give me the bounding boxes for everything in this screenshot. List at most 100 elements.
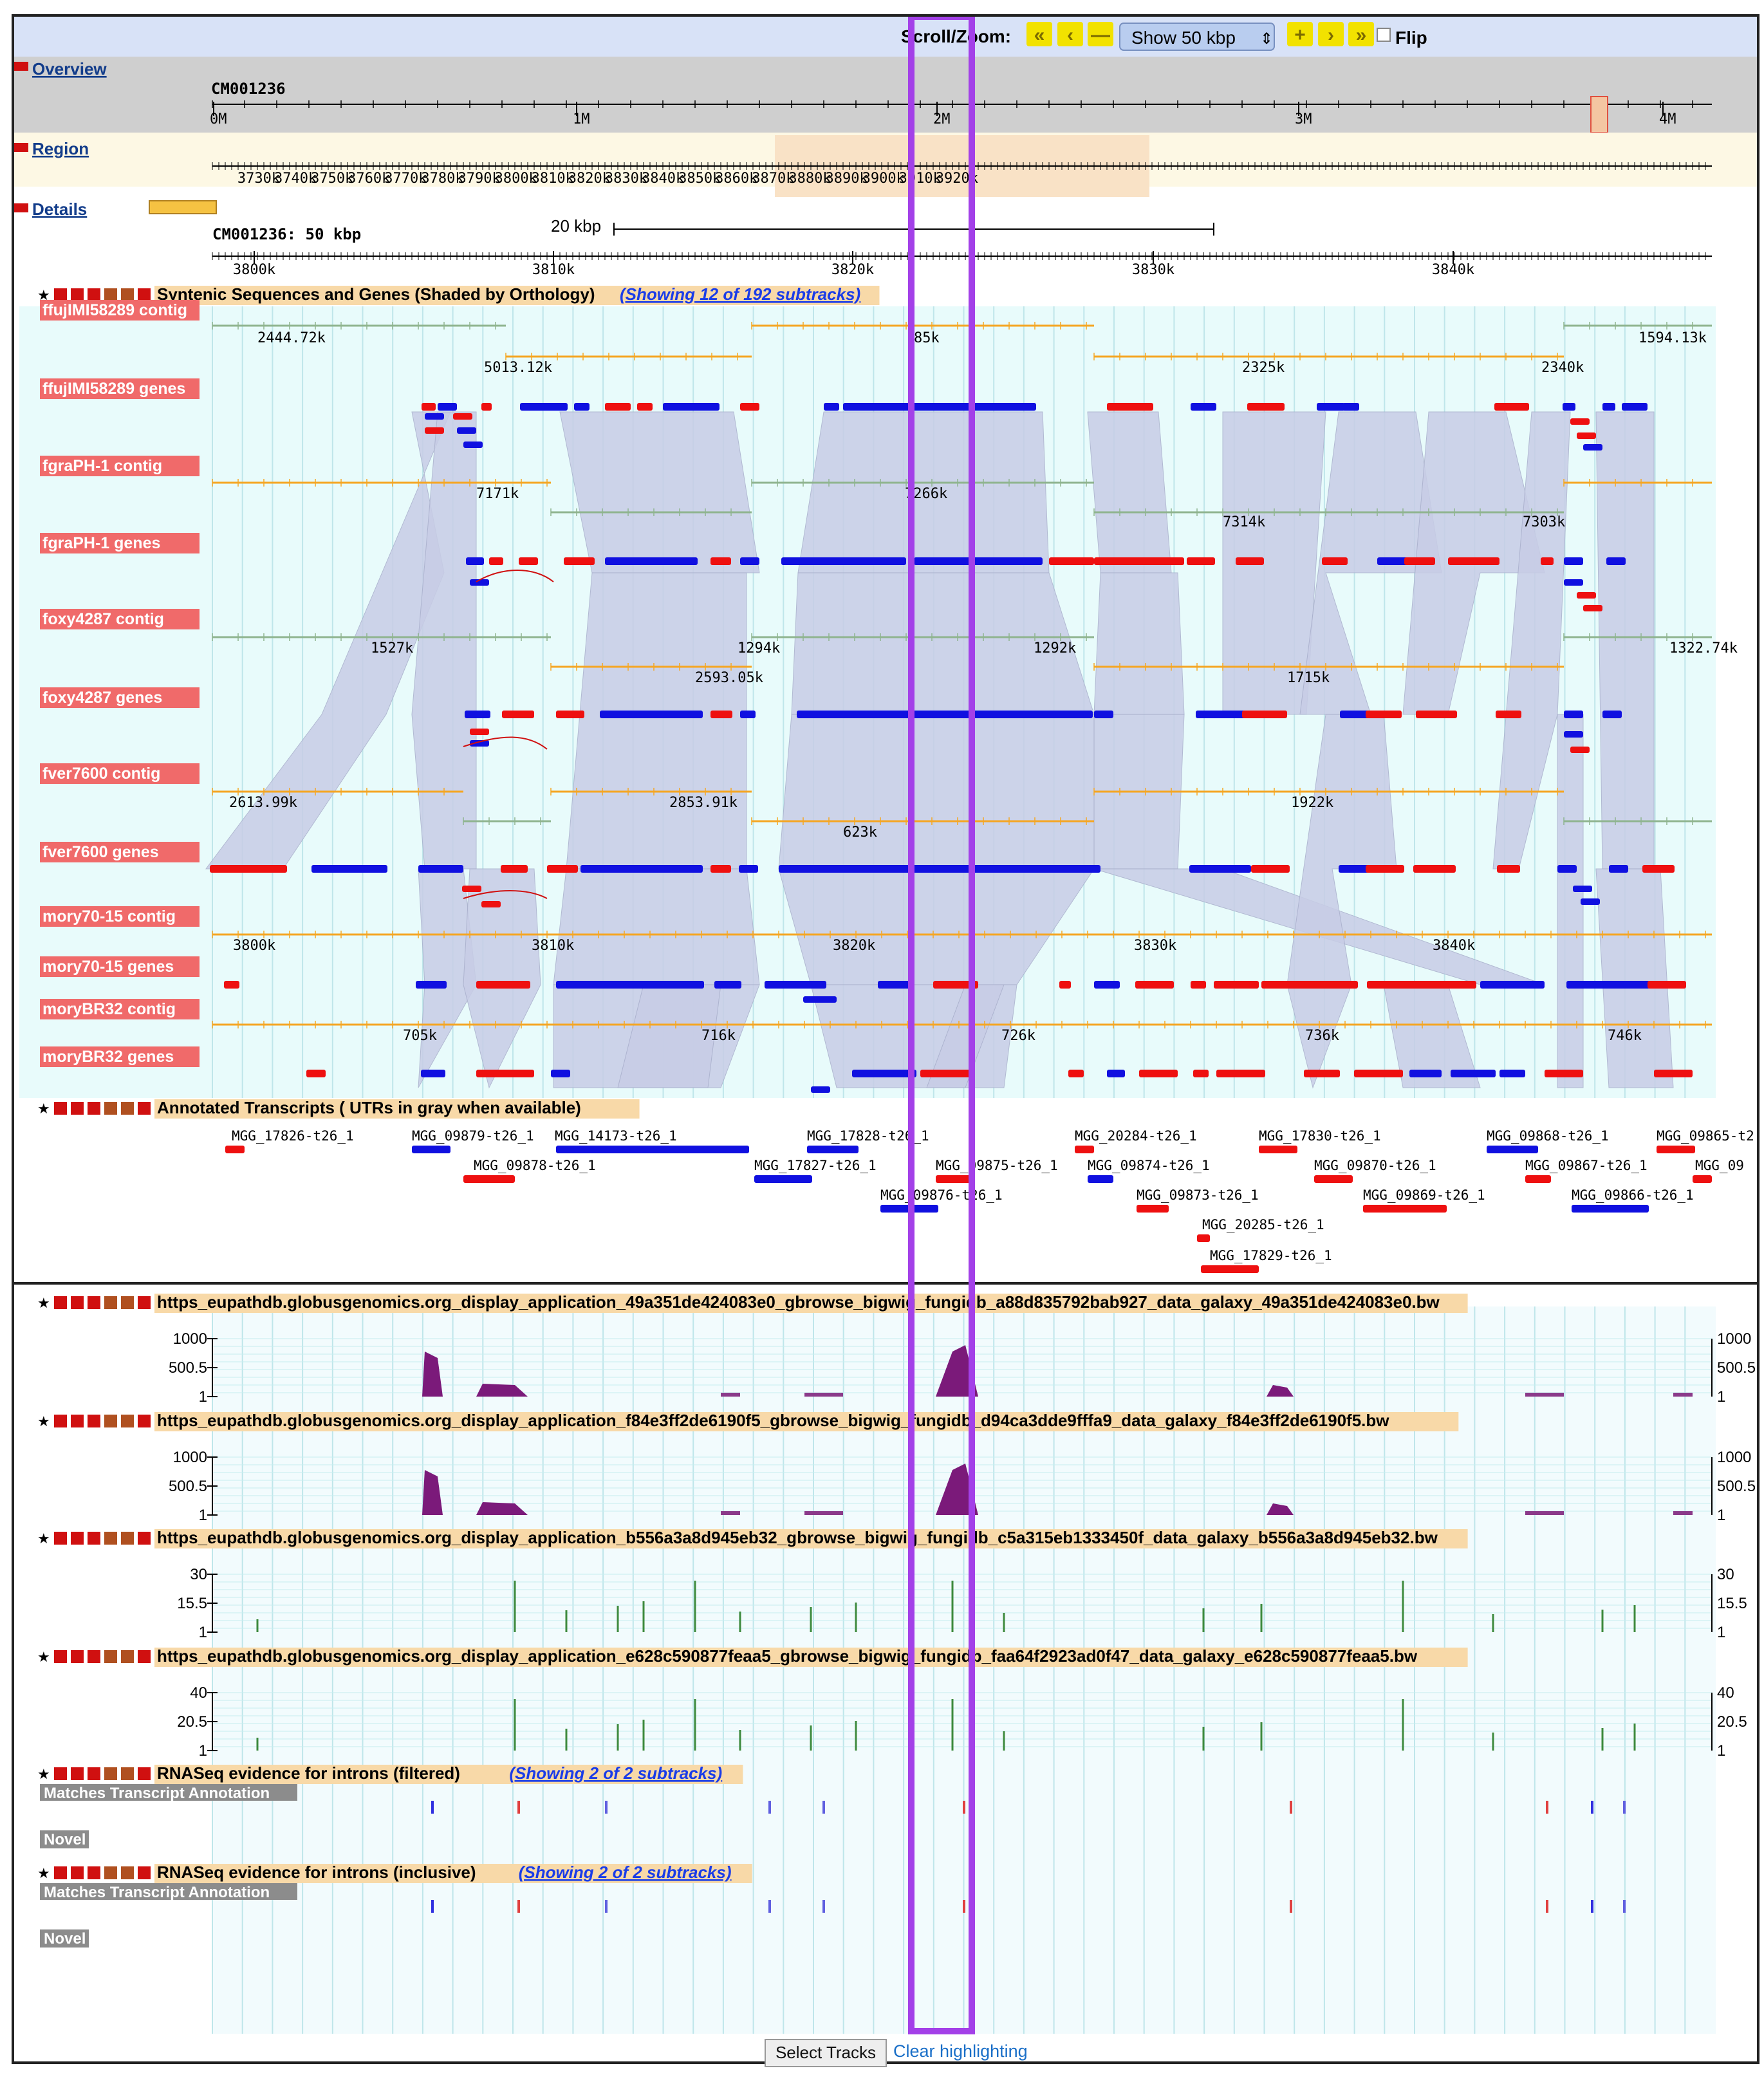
- track-label-7[interactable]: fver7600 genes: [42, 843, 159, 861]
- transcript-label[interactable]: MGG_09878-t26_1: [474, 1158, 596, 1173]
- synteny-favorite-icon[interactable]: ★: [37, 287, 50, 303]
- gene-feature: [418, 865, 463, 873]
- gene-feature: [210, 865, 287, 873]
- gene-feature: [1191, 981, 1206, 989]
- track-label-8[interactable]: mory70-15 contig: [42, 907, 176, 925]
- transcript-label[interactable]: MGG_09873-t26_1: [1137, 1187, 1259, 1203]
- track-label-1[interactable]: ffujIMI58289 genes: [42, 380, 185, 398]
- rnaseq-1-config-icon: [104, 1866, 117, 1879]
- zoom-in-icon[interactable]: +: [1294, 24, 1306, 46]
- region-tick-label: 3800k: [495, 171, 537, 187]
- track-label-6[interactable]: fver7600 contig: [42, 765, 160, 783]
- synteny-collapse-icon: [54, 288, 67, 301]
- transcript-label[interactable]: MGG_09870-t26_1: [1314, 1158, 1436, 1173]
- gene-feature: [765, 981, 826, 989]
- track-label-11[interactable]: moryBR32 genes: [42, 1048, 174, 1066]
- transcript-label[interactable]: MGG_09866-t26_1: [1572, 1187, 1694, 1203]
- transcript-label[interactable]: MGG_17830-t26_1: [1259, 1128, 1381, 1144]
- gene-feature: [1570, 418, 1590, 425]
- coverage-bar: [1545, 1511, 1564, 1515]
- gene-feature: [1049, 557, 1094, 565]
- contig-number: 5013.12k: [484, 360, 552, 376]
- bigwig-2-favorite-icon[interactable]: ★: [37, 1530, 50, 1547]
- transcript-label[interactable]: MGG_14173-t26_1: [555, 1128, 677, 1144]
- transcript-label[interactable]: MGG_17829-t26_1: [1210, 1248, 1332, 1263]
- transcript-label[interactable]: MGG_09865-t2: [1657, 1128, 1754, 1144]
- transcript-label[interactable]: MGG_09: [1695, 1158, 1744, 1173]
- coverage-bar: [1673, 1511, 1693, 1515]
- synteny-subtracks-link[interactable]: (Showing 12 of 192 subtracks): [620, 284, 860, 304]
- track-label-10[interactable]: moryBR32 contig: [42, 1000, 176, 1018]
- bigwig-3-favorite-icon[interactable]: ★: [37, 1649, 50, 1665]
- left-icon: [1057, 22, 1083, 46]
- transcript-label[interactable]: MGG_09874-t26_1: [1088, 1158, 1210, 1173]
- transcript-label[interactable]: MGG_09867-t26_1: [1525, 1158, 1648, 1173]
- bigwig-0-collapse-icon: [54, 1296, 67, 1309]
- gene-feature: [1642, 865, 1675, 873]
- gene-feature: [1581, 898, 1600, 905]
- select-tracks-button[interactable]: Select Tracks: [765, 2039, 887, 2067]
- track-label-3[interactable]: fgraPH-1 genes: [42, 534, 160, 552]
- gene-feature: [1566, 981, 1650, 989]
- details-link[interactable]: Details: [32, 200, 87, 219]
- rnaseq-0-help-icon: [138, 1767, 151, 1780]
- bigwig-1-favorite-icon[interactable]: ★: [37, 1413, 50, 1429]
- fast-right-icon[interactable]: »: [1356, 24, 1367, 46]
- bigwig-1-help-icon: [138, 1415, 151, 1427]
- track-label-2[interactable]: fgraPH-1 contig: [42, 457, 162, 475]
- zoom-select-value[interactable]: Show 50 kbp: [1131, 28, 1236, 48]
- gene-feature: [466, 557, 484, 565]
- transcript-label[interactable]: MGG_09879-t26_1: [412, 1128, 534, 1144]
- gene-feature: [1577, 592, 1596, 599]
- rnaseq-0-subtracks-link[interactable]: (Showing 2 of 2 subtracks): [509, 1763, 722, 1783]
- intron-evidence-mark: [822, 1900, 825, 1913]
- annotated-share-icon: [88, 1102, 100, 1115]
- region-tick-label: 3740k: [274, 171, 317, 187]
- transcript-label[interactable]: MGG_09869-t26_1: [1363, 1187, 1485, 1203]
- left-icon[interactable]: ‹: [1067, 24, 1073, 46]
- scale-bar-label: 20 kbp: [551, 216, 601, 236]
- rnaseq-1-subtracks-link[interactable]: (Showing 2 of 2 subtracks): [519, 1863, 732, 1882]
- transcript-label[interactable]: MGG_09868-t26_1: [1487, 1128, 1609, 1144]
- transcript-label[interactable]: MGG_09876-t26_1: [880, 1187, 1003, 1203]
- bigwig-0-config-icon: [104, 1296, 117, 1309]
- rnaseq-1-favorite-icon[interactable]: ★: [37, 1865, 50, 1881]
- transcript-label[interactable]: MGG_17826-t26_1: [232, 1128, 354, 1144]
- clear-highlighting-link[interactable]: Clear highlighting: [893, 2041, 1028, 2061]
- right-icon[interactable]: ›: [1328, 24, 1334, 46]
- contig-number: 1922k: [1291, 795, 1333, 811]
- subtrack-label-bg: [40, 1883, 297, 1900]
- gene-feature: [1191, 403, 1216, 411]
- track-label-4[interactable]: foxy4287 contig: [42, 610, 164, 628]
- transcript-label[interactable]: MGG_20285-t26_1: [1202, 1217, 1324, 1232]
- bigwig-0-favorite-icon[interactable]: ★: [37, 1295, 50, 1311]
- genome-browser-canvas: Scroll/Zoom: « ‹ — + › » Show 50 kbp ⇕ Flip Overvi…: [14, 17, 1757, 2034]
- coverage-bar: [1545, 1393, 1564, 1397]
- zoom-out-icon[interactable]: —: [1091, 24, 1110, 46]
- gene-feature: [663, 403, 720, 411]
- rnaseq-1-help-icon: [138, 1866, 151, 1879]
- y-scale-label: 1000: [173, 1449, 207, 1466]
- gene-feature: [600, 711, 703, 718]
- region-link[interactable]: Region: [32, 139, 89, 158]
- fast-left-icon[interactable]: «: [1034, 24, 1045, 46]
- coverage-peak: [422, 1352, 443, 1397]
- transcript-label[interactable]: MGG_20284-t26_1: [1075, 1128, 1197, 1144]
- orthology-shade: [778, 714, 1095, 869]
- overview-link[interactable]: Overview: [32, 59, 107, 79]
- gene-feature: [422, 403, 436, 411]
- rnaseq-0-favorite-icon[interactable]: ★: [37, 1766, 50, 1782]
- details-collapse-icon: [14, 203, 28, 212]
- gene-feature: [1577, 432, 1596, 439]
- track-label-5[interactable]: foxy4287 genes: [42, 689, 162, 707]
- details-tick-label: 3810k: [532, 262, 575, 278]
- contig-number: 2613.99k: [229, 795, 297, 811]
- track-label-0[interactable]: ffujIMI58289 contig: [42, 301, 187, 319]
- transcript-label[interactable]: MGG_09875-t26_1: [936, 1158, 1058, 1173]
- track-label-9[interactable]: mory70-15 genes: [42, 958, 174, 976]
- region-tick-label: 3880k: [788, 171, 831, 187]
- transcript-label[interactable]: MGG_17827-t26_1: [754, 1158, 877, 1173]
- bigwig-0-delete-icon: [71, 1296, 84, 1309]
- gene-feature: [1363, 1205, 1447, 1213]
- annotated-favorite-icon[interactable]: ★: [37, 1101, 50, 1117]
